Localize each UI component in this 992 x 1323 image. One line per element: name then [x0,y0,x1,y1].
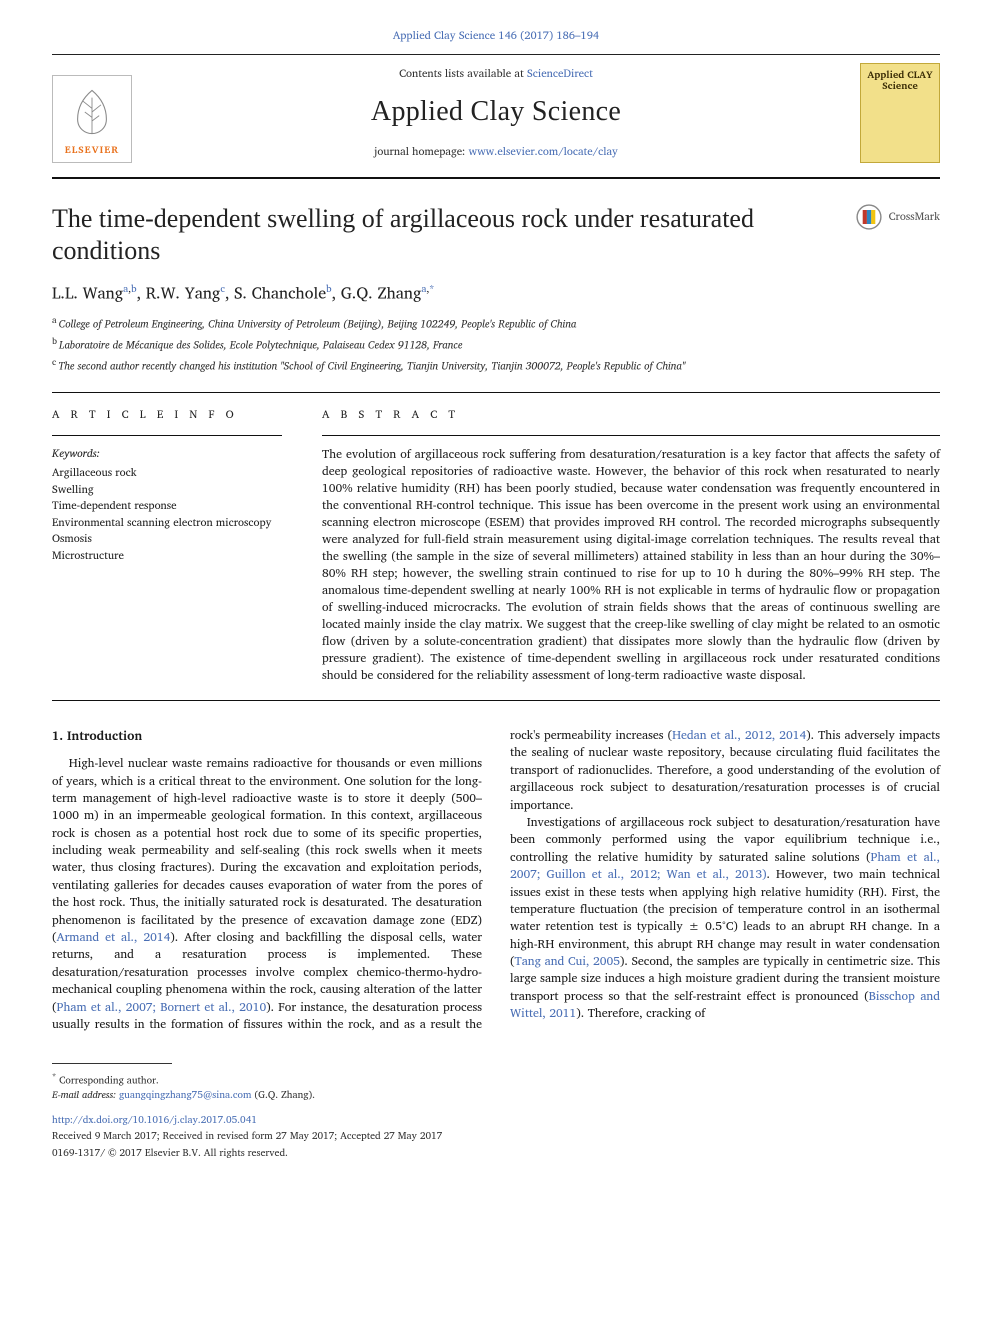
rule-abstract-top [322,435,940,436]
article-info-label: A R T I C L E I N F O [52,407,282,423]
abstract-block: A B S T R A C T The evolution of argilla… [322,407,940,684]
affiliations: aCollege of Petroleum Engineering, China… [52,313,940,373]
abstract-label: A B S T R A C T [322,407,940,423]
cover-thumb-title: Applied CLAY Science [865,70,935,92]
aff-link[interactable]: * [429,281,434,297]
footnote-rule [52,1063,172,1064]
article-info-block: A R T I C L E I N F O Keywords: Argillac… [52,407,282,684]
article-body: 1. Introduction High-level nuclear waste… [52,727,940,1033]
affiliation: bLaboratoire de Mécanique des Solides, E… [52,334,940,353]
article-title: The time-dependent swelling of argillace… [52,203,812,268]
aff-link[interactable]: a [123,281,128,297]
crossmark-badge[interactable]: CrossMark [855,203,940,231]
journal-reference: Applied Clay Science 146 (2017) 186–194 [52,28,940,44]
aff-link[interactable]: a [421,281,426,297]
journal-name: Applied Clay Science [142,92,850,133]
email-line: E-mail address: guangqingzhang75@sina.co… [52,1088,940,1103]
affiliation-text: College of Petroleum Engineering, China … [59,315,577,333]
journal-header: ELSEVIER Contents lists available at Sci… [52,55,940,173]
sciencedirect-link[interactable]: ScienceDirect [527,64,593,82]
keyword: Argillaceous rock [52,464,282,481]
author-line: L.L. Wanga,b, R.W. Yangc, S. Chancholeb,… [52,282,940,306]
homepage-link[interactable]: www.elsevier.com/locate/clay [468,142,617,160]
doi-link[interactable]: http://dx.doi.org/10.1016/j.clay.2017.05… [52,1113,940,1128]
keyword: Swelling [52,481,282,498]
crossmark-label: CrossMark [889,209,940,225]
body-text: ). Therefore, cracking of [576,1004,705,1023]
email-attribution: (G.Q. Zhang). [254,1087,315,1103]
cover-thumb-block: Applied CLAY Science [850,63,940,163]
affiliation: aCollege of Petroleum Engineering, China… [52,313,940,332]
section-heading: 1. Introduction [52,727,482,745]
citation-link[interactable]: Tang and Cui, 2005 [515,952,621,971]
affiliation-text: Laboratoire de Mécanique des Solides, Ec… [59,336,462,354]
crossmark-icon [855,203,883,231]
email-label: E-mail address: [52,1087,116,1103]
keyword: Osmosis [52,530,282,547]
section-number: 1. [52,726,63,746]
aff-link[interactable]: b [326,281,332,297]
author: L.L. Wang [52,280,123,306]
author: S. Chanchole [234,280,326,306]
homepage-prefix: journal homepage: [374,142,468,160]
affiliation: cThe second author recently changed his … [52,355,940,374]
tree-icon [65,85,119,139]
keyword: Time-dependent response [52,497,282,514]
corr-symbol: * [52,1069,56,1083]
aff-link[interactable]: c [220,281,225,297]
elsevier-logo: ELSEVIER [52,75,132,163]
journal-homepage: journal homepage: www.elsevier.com/locat… [142,144,850,160]
corresponding-note: * Corresponding author. [52,1070,940,1088]
rule-meta-bottom [52,700,940,701]
citation-link[interactable]: Hedan et al., 2012, 2014 [672,726,806,745]
journal-cover-thumb: Applied CLAY Science [860,63,940,163]
citation-link[interactable]: Armand et al., 2014 [57,928,171,947]
rule-header-bottom [52,177,940,179]
contents-line: Contents lists available at ScienceDirec… [142,66,850,82]
email-link[interactable]: guangqingzhang75@sina.com [119,1087,252,1103]
keyword: Microstructure [52,547,282,564]
abstract-text: The evolution of argillaceous rock suffe… [322,446,940,684]
footer: * Corresponding author. E-mail address: … [52,1063,940,1160]
keyword: Environmental scanning electron microsco… [52,514,282,531]
contents-prefix: Contents lists available at [399,64,527,82]
affiliation-text: The second author recently changed his i… [58,356,685,374]
citation-link[interactable]: Pham et al., 2007; Bornert et al., 2010 [57,998,267,1017]
keywords-label: Keywords: [52,446,282,462]
article-history: Received 9 March 2017; Received in revis… [52,1129,940,1144]
rule-kw-top [52,435,282,436]
body-text: High-level nuclear waste remains radioac… [52,754,482,947]
author: R.W. Yang [146,280,221,306]
publisher-brand: ELSEVIER [65,143,120,158]
publisher-logo-block: ELSEVIER [52,63,142,163]
author: G.Q. Zhang [341,280,422,306]
section-title: Introduction [67,726,142,746]
aff-link[interactable]: b [131,281,137,297]
copyright-line: 0169-1317/ © 2017 Elsevier B.V. All righ… [52,1146,940,1161]
